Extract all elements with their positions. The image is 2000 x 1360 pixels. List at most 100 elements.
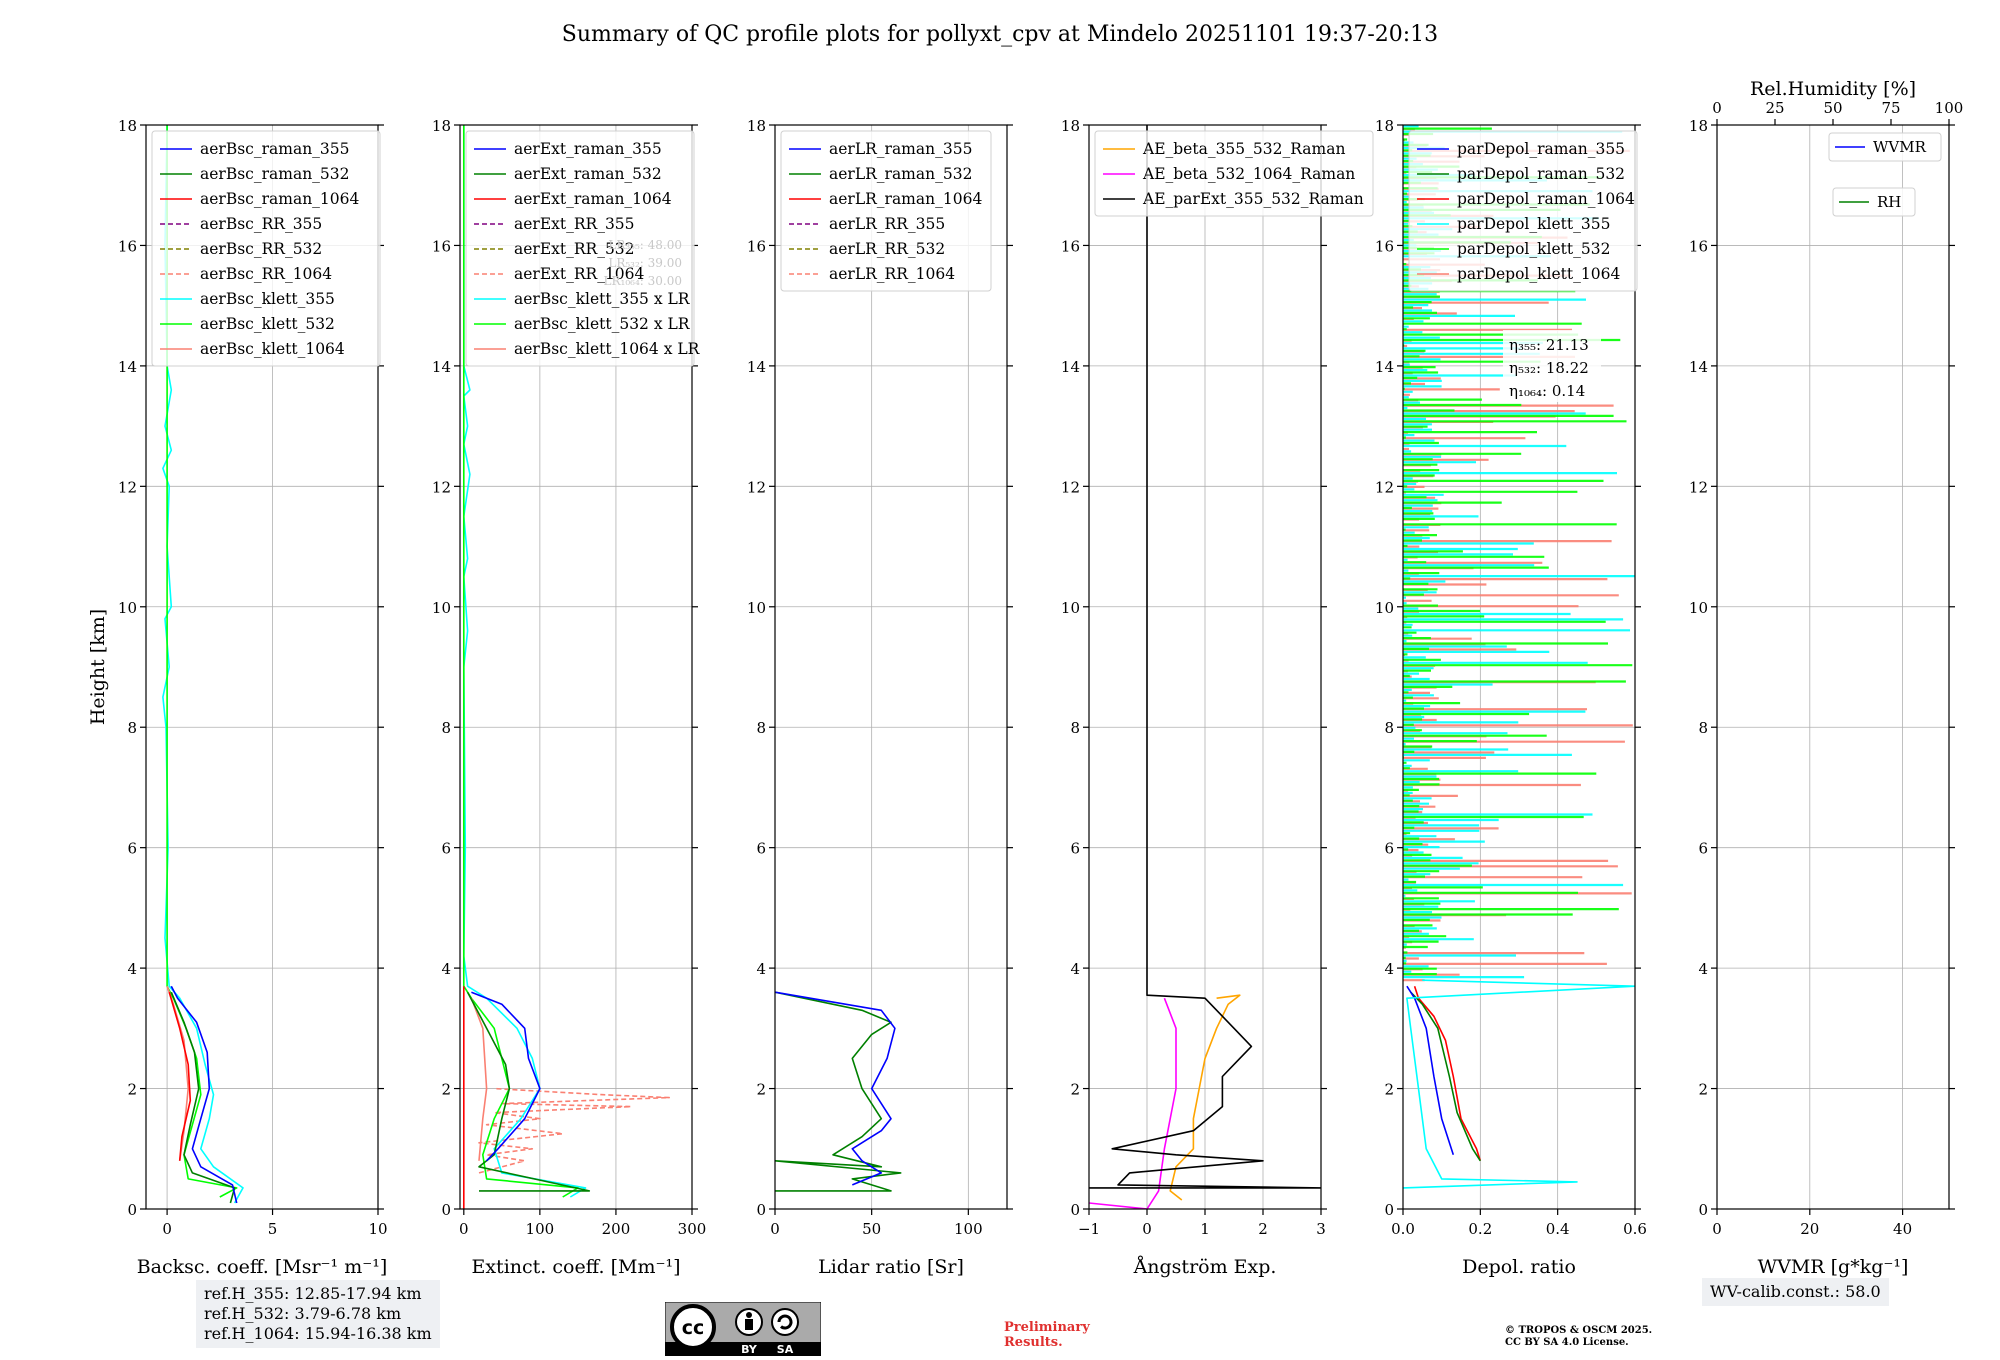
legend-entry: aerBsc_RR_532 bbox=[200, 240, 322, 258]
series-line-aerBsc_klett_355 bbox=[162, 125, 244, 1204]
y-tick-label: 16 bbox=[1375, 237, 1394, 255]
legend-entry: aerBsc_klett_355 x LR bbox=[514, 290, 691, 308]
legend-entry: aerBsc_RR_1064 bbox=[200, 265, 332, 283]
series-line-aerBsc_raman_1064 bbox=[168, 991, 192, 1161]
copyright-line-1: © TROPOS & OSCM 2025. bbox=[1505, 1325, 1653, 1336]
y-tick-label: 6 bbox=[441, 840, 451, 858]
legend-box bbox=[1832, 187, 1916, 217]
ref-height-355: ref.H_355: 12.85-17.94 km bbox=[204, 1284, 422, 1303]
lidar-ratio-label: LR₁₀₆₄: 30.00 bbox=[604, 274, 682, 288]
copyright-note: © TROPOS & OSCM 2025. CC BY SA 4.0 Licen… bbox=[1505, 1325, 1652, 1349]
y-tick-label: 14 bbox=[1375, 358, 1394, 376]
legend-box bbox=[1408, 130, 1638, 292]
y-tick-label: 16 bbox=[1061, 237, 1080, 255]
series-group bbox=[1403, 125, 1635, 1189]
legend: parDepol_raman_355 parDepol_raman_532 parD… bbox=[1408, 130, 1638, 292]
y-tick-label: 2 bbox=[127, 1081, 137, 1099]
x-tick-label: 0.4 bbox=[1546, 1220, 1570, 1238]
legend-entry: AE_parExt_355_532_Raman bbox=[1142, 190, 1364, 208]
legend-entry: aerBsc_raman_1064 bbox=[200, 190, 360, 208]
reference-height-box: ref.H_355: 12.85-17.94 km ref.H_532: 3.7… bbox=[196, 1280, 440, 1348]
panel-depol: 0 2 4 6 8 10 12 14 16 18 0.0 0.2 0.4 0.6 Depol. ratio p… bbox=[1375, 117, 1647, 1278]
legend-entry: aerBsc_klett_532 x LR bbox=[514, 315, 691, 333]
preliminary-note: Preliminary Results. bbox=[1004, 1320, 1090, 1350]
series-line-aerLR_raman_355 bbox=[775, 991, 896, 1186]
x-axis-label: WVMR [g*kg⁻¹] bbox=[1758, 1256, 1909, 1278]
legend-entry: parDepol_raman_355 bbox=[1457, 140, 1625, 158]
series-line-aerExt_RR_1064 bbox=[478, 1087, 670, 1174]
legend-entry: aerBsc_raman_355 bbox=[200, 140, 350, 158]
x-tick-label: 20 bbox=[1800, 1220, 1819, 1238]
top-x-axis-label: Rel.Humidity [%] bbox=[1750, 78, 1916, 100]
y-tick-label: 6 bbox=[1698, 840, 1708, 858]
legend-entry: aerBsc_RR_355 bbox=[200, 215, 322, 233]
preliminary-line-1: Preliminary bbox=[1004, 1320, 1090, 1335]
x-axis-label: Depol. ratio bbox=[1462, 1256, 1576, 1278]
legend-entry: aerLR_RR_1064 bbox=[829, 265, 955, 283]
y-tick-label: 4 bbox=[127, 960, 137, 978]
legend-entry: aerLR_raman_1064 bbox=[829, 190, 982, 208]
legend-entry: aerBsc_klett_355 bbox=[200, 290, 335, 308]
legend-entry: parDepol_raman_1064 bbox=[1457, 190, 1635, 208]
legend-entry: aerBsc_klett_1064 x LR bbox=[514, 340, 701, 358]
series-line-aerLR_raman_532 bbox=[775, 991, 902, 1192]
y-tick-label: 4 bbox=[441, 960, 451, 978]
legend-entry: AE_beta_355_532_Raman bbox=[1142, 140, 1345, 158]
eta-label: η₅₃₂: 18.22 bbox=[1509, 359, 1589, 377]
y-tick-label: 8 bbox=[441, 719, 451, 737]
y-tick-label: 12 bbox=[1061, 478, 1080, 496]
y-tick-label: 0 bbox=[441, 1201, 451, 1219]
legend-entry: aerBsc_klett_1064 bbox=[200, 340, 345, 358]
y-tick-label: 0 bbox=[1384, 1201, 1394, 1219]
x-tick-label: 0 bbox=[162, 1220, 172, 1238]
y-tick-label: 0 bbox=[756, 1201, 766, 1219]
legend: aerLR_raman_355 aerLR_raman_532 aerLR_rama… bbox=[780, 130, 992, 292]
y-tick-label: 12 bbox=[118, 478, 137, 496]
x-tick-label: 200 bbox=[602, 1220, 631, 1238]
legend-entry: parDepol_raman_532 bbox=[1457, 165, 1625, 183]
axes-frame bbox=[459, 124, 693, 1210]
x-tick-label: 50 bbox=[862, 1220, 881, 1238]
top-x-tick-label: 0 bbox=[1712, 99, 1722, 117]
y-tick-label: 18 bbox=[1061, 117, 1080, 135]
y-tick-label: 10 bbox=[747, 599, 766, 617]
x-axis-label: Backsc. coeff. [Msr⁻¹ m⁻¹] bbox=[137, 1256, 388, 1278]
y-tick-label: 18 bbox=[1375, 117, 1394, 135]
share-alike-icon bbox=[771, 1308, 799, 1336]
y-tick-label: 2 bbox=[1384, 1081, 1394, 1099]
x-tick-label: 300 bbox=[678, 1220, 707, 1238]
legend: aerExt_raman_355 aerExt_raman_532 aerExt_r… bbox=[465, 130, 701, 367]
eta-label: η₁₀₆₄: 0.14 bbox=[1509, 382, 1585, 400]
x-axis-label: Ångström Exp. bbox=[1133, 1256, 1277, 1278]
legend-entry: aerExt_RR_532 bbox=[514, 240, 635, 258]
panel-lr: 0 2 4 6 8 10 12 14 16 18 0 50 100 Lidar ratio [Sr] aer… bbox=[747, 117, 1013, 1278]
preliminary-line-2: Results. bbox=[1004, 1335, 1063, 1350]
y-tick-label: 12 bbox=[747, 478, 766, 496]
y-tick-label: 16 bbox=[432, 237, 451, 255]
series-line-aerExt_raman_532 bbox=[466, 991, 591, 1192]
series-group bbox=[463, 125, 670, 1209]
y-tick-label: 2 bbox=[441, 1081, 451, 1099]
legend-entry: aerExt_raman_532 bbox=[514, 165, 662, 183]
y-tick-label: 10 bbox=[1061, 599, 1080, 617]
x-tick-label: 40 bbox=[1893, 1220, 1912, 1238]
y-tick-label: 4 bbox=[1070, 960, 1080, 978]
y-tick-label: 2 bbox=[756, 1081, 766, 1099]
top-x-tick-label: 100 bbox=[1935, 99, 1964, 117]
y-tick-label: 18 bbox=[118, 117, 137, 135]
legend-entry: aerExt_raman_1064 bbox=[514, 190, 672, 208]
y-tick-label: 8 bbox=[1070, 719, 1080, 737]
x-tick-label: 2 bbox=[1258, 1220, 1268, 1238]
legend-entry: WVMR bbox=[1873, 138, 1927, 156]
y-tick-label: 18 bbox=[432, 117, 451, 135]
legend-entry: parDepol_klett_355 bbox=[1457, 215, 1610, 233]
y-tick-label: 8 bbox=[127, 719, 137, 737]
series-line-AE_beta_532_1064_Raman bbox=[1089, 997, 1177, 1209]
legend-entry: parDepol_klett_1064 bbox=[1457, 265, 1620, 283]
ref-height-532: ref.H_532: 3.79-6.78 km bbox=[204, 1304, 402, 1323]
top-x-tick-label: 25 bbox=[1765, 99, 1784, 117]
legend-entry: aerBsc_raman_532 bbox=[200, 165, 350, 183]
x-tick-label: 0.0 bbox=[1391, 1220, 1415, 1238]
series-line-AE_beta_355_532_Raman bbox=[1169, 994, 1241, 1201]
